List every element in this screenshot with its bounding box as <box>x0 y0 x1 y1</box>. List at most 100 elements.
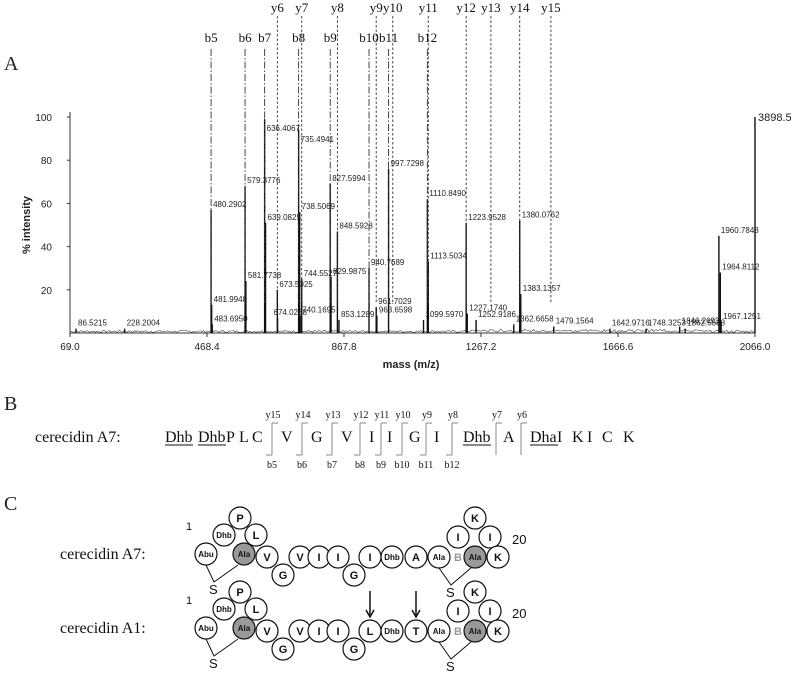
residue-circle <box>463 619 487 643</box>
residue-circle <box>404 619 428 643</box>
b-ion-label: b11 <box>379 30 398 45</box>
y-ion-label: y9 <box>370 0 383 15</box>
start-number: 1 <box>186 595 192 607</box>
x-tick-label: 69.0 <box>60 342 80 353</box>
y-tick-label: 40 <box>41 243 53 254</box>
x-tick-label: 867.8 <box>331 342 356 353</box>
sequence-residue: Dhb <box>165 429 193 446</box>
sequence-residue: C <box>602 429 613 446</box>
peak-label: 228.2004 <box>127 319 161 328</box>
y-ion-label: y11 <box>419 0 438 15</box>
residue-node: I <box>307 619 331 643</box>
residue-circle <box>446 599 470 623</box>
y-cleavage-label: y13 <box>326 410 341 421</box>
residue-circle <box>244 523 268 547</box>
peak-label: 738.5069 <box>302 202 336 211</box>
sequence-residue: Dhb <box>198 429 226 446</box>
peak-label: 853.1289 <box>341 310 375 319</box>
structure-name: cerecidin A7: <box>60 546 146 563</box>
bridge-s-label: S <box>209 656 218 671</box>
b-ion-label: b5 <box>205 30 218 45</box>
sequence-residue: I <box>557 429 562 446</box>
residue-node: Dhb <box>212 523 236 547</box>
peak-label: 827.5994 <box>332 174 366 183</box>
residue-label: I <box>368 552 371 564</box>
peak-label: 1642.9716 <box>612 319 650 328</box>
sequence-residue: C <box>252 429 263 446</box>
residue-node: Abu <box>194 542 218 566</box>
residue-node: Ala <box>463 545 487 569</box>
peak-label: 1227.1740 <box>469 304 507 313</box>
residue-label: I <box>456 532 459 544</box>
b-cleavage-label: b12 <box>445 460 460 471</box>
peak-label: 1110.8490 <box>429 189 466 198</box>
y-ion-label: y12 <box>456 0 476 15</box>
residue-circle <box>194 616 218 640</box>
residue-circle <box>380 619 404 643</box>
residue-label: G <box>279 570 288 582</box>
b-cleavage-label: b5 <box>267 460 277 471</box>
residue-circle <box>404 545 428 569</box>
residue-circle <box>463 545 487 569</box>
max-intensity-label: 3898.5 <box>758 112 792 124</box>
residue-label: G <box>279 644 288 656</box>
y-cleavage-label: y14 <box>296 410 311 421</box>
residue-circle <box>212 597 236 621</box>
residue-node: L <box>358 619 382 643</box>
thioether-bridge-a <box>205 638 239 657</box>
structure-panel: cerecidin A7:1ABSSAbuDhbPLAlaVGVIIGIDhbA… <box>60 506 526 674</box>
x-tick-label: 1267.2 <box>466 342 497 353</box>
sequence-residue: Dha <box>530 429 557 446</box>
y-axis-label: % intensity <box>21 195 33 254</box>
residue-label: P <box>236 513 243 525</box>
residue-node: P <box>228 506 252 530</box>
sequence-residue: I <box>369 429 374 446</box>
peak-label: 1383.1357 <box>523 284 561 293</box>
residue-node: I <box>307 545 331 569</box>
y-ion-label: y14 <box>510 0 530 15</box>
y-ion-label: y7 <box>295 0 309 15</box>
residue-node: K <box>463 506 487 530</box>
b-cleavage-label: b11 <box>419 460 434 471</box>
sequence-residue: G <box>311 429 323 446</box>
residue-circle <box>244 597 268 621</box>
residue-circle <box>463 506 487 530</box>
residue-circle <box>446 525 470 549</box>
ring-b-label: B <box>454 552 462 564</box>
peak-label: 636.4067 <box>267 124 301 133</box>
residue-circle <box>380 545 404 569</box>
peak-label: 735.4941 <box>301 135 335 144</box>
b-ion-label: b8 <box>292 30 305 45</box>
thioether-bridge-a <box>205 564 239 583</box>
residue-node: V <box>255 619 279 643</box>
residue-node: Ala <box>232 616 256 640</box>
residue-node: Ala <box>427 619 451 643</box>
residue-circle <box>326 619 350 643</box>
peak-label: 1479.1564 <box>556 317 594 326</box>
residue-label: Ala <box>469 553 482 562</box>
y-ion-label: y10 <box>383 0 403 15</box>
residue-circle <box>271 563 295 587</box>
b-ion-label: b10 <box>359 30 379 45</box>
residue-node: I <box>358 545 382 569</box>
spectrum-chart: 20 40 60 80 100 69.0 468.4 867.8 1267.2 1666.6 206… <box>35 0 791 353</box>
residue-circle <box>255 619 279 643</box>
y-tick-label: 20 <box>41 286 53 297</box>
residue-node: I <box>326 545 350 569</box>
residue-node: G <box>342 637 366 661</box>
sequence-residue: V <box>281 429 293 446</box>
residue-node: K <box>486 545 510 569</box>
sequence-residue: I <box>587 429 592 446</box>
residue-node: Dhb <box>380 545 404 569</box>
y-cleavage-label: y8 <box>448 410 458 421</box>
peak-label: 1960.7848 <box>721 226 759 235</box>
structure-name: cerecidin A1: <box>60 620 146 637</box>
peak-label: 86.5215 <box>78 319 107 328</box>
peak-label: 829.9875 <box>333 267 367 276</box>
bridge-s-label: S <box>209 582 218 597</box>
residue-label: K <box>471 513 479 525</box>
residue-node: I <box>446 525 470 549</box>
peak-label: 483.6950 <box>214 314 248 323</box>
sequence-residue: L <box>239 429 249 446</box>
y-ion-label: y6 <box>271 0 285 15</box>
